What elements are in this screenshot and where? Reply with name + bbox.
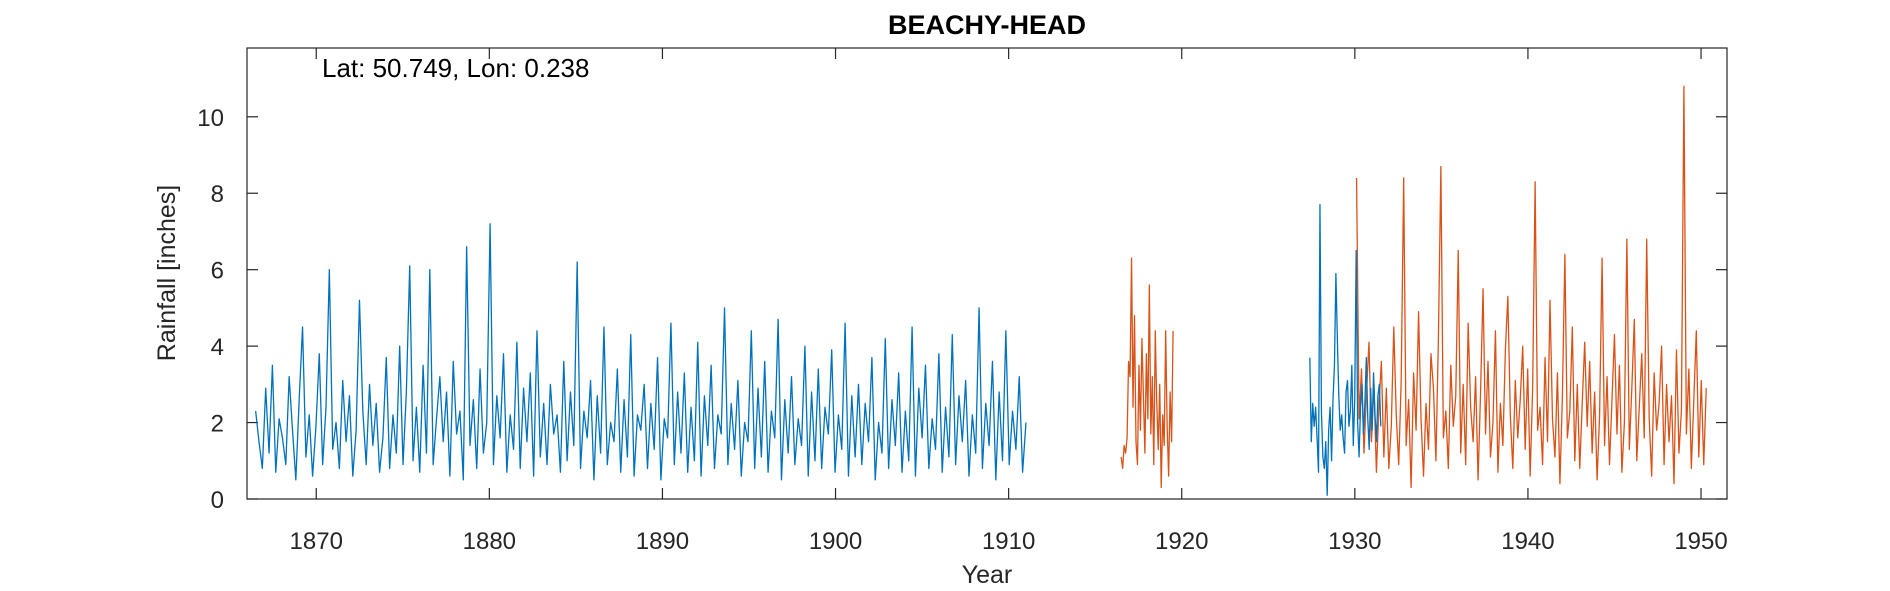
y-tick-label: 4	[211, 334, 224, 361]
y-tick-label: 2	[211, 411, 224, 438]
series-2-line-segment-2	[1355, 85, 1707, 489]
x-tick-label: 1920	[1155, 528, 1208, 555]
location-annotation: Lat: 50.749, Lon: 0.238	[322, 53, 589, 83]
y-axis-label: Rainfall [inches]	[153, 185, 181, 361]
plot-area	[246, 47, 1728, 500]
y-tick-label: 10	[197, 105, 224, 132]
y-tick-label: 8	[211, 181, 224, 208]
x-tick-label: 1900	[809, 528, 862, 555]
x-tick-label: 1910	[982, 528, 1035, 555]
x-tick-label: 1890	[636, 528, 689, 555]
y-tick-label: 0	[211, 487, 224, 514]
x-tick-label: 1940	[1501, 528, 1554, 555]
series-1-line-segment-2	[1309, 204, 1382, 496]
x-tick-label: 1880	[463, 528, 516, 555]
x-tick-label: 1950	[1674, 528, 1727, 555]
x-tick-label: 1930	[1328, 528, 1381, 555]
chart-title: BEACHY-HEAD	[888, 10, 1086, 40]
x-axis-label: Year	[962, 561, 1013, 589]
series-2-line-segment-1	[1120, 257, 1174, 489]
y-axis-ticks: 0 2 4 6 8 10	[197, 105, 1727, 514]
y-tick-label: 6	[211, 258, 224, 285]
x-axis-ticks: 1870 1880 1890 1900 1910 1920 1930 1940 1950	[290, 48, 1728, 555]
series-1-line-segment-1	[255, 223, 1027, 481]
series-layer	[255, 85, 1707, 496]
x-tick-label: 1870	[290, 528, 343, 555]
